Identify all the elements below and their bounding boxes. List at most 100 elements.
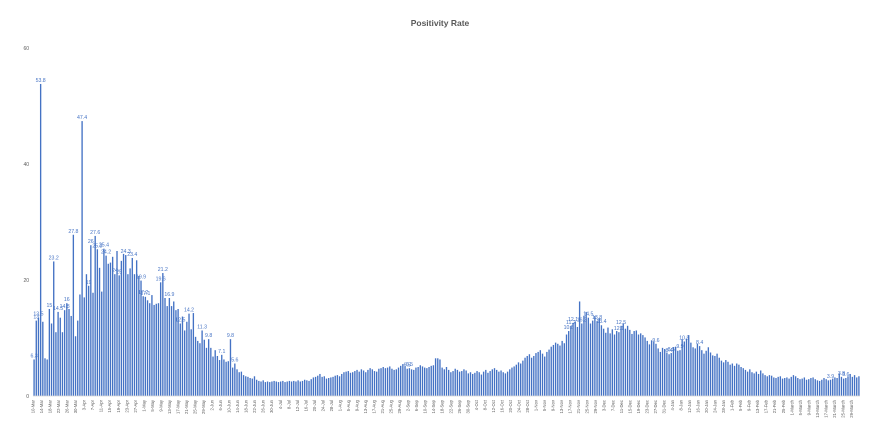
bar	[183, 330, 186, 396]
bar	[170, 306, 173, 396]
x-tick-label: 23-Dec	[644, 400, 649, 414]
bar	[358, 371, 360, 396]
bar	[581, 323, 583, 396]
bar	[155, 303, 157, 396]
bar	[116, 251, 118, 396]
x-tick-label: 22-Sep	[448, 399, 453, 413]
x-tick-label: 12-Oct	[491, 399, 496, 412]
bar	[46, 359, 48, 396]
data-label: 16.3	[577, 318, 587, 324]
bar	[421, 366, 424, 396]
y-tick-label: 40	[23, 162, 29, 168]
bar	[151, 295, 153, 396]
data-label: 16.9	[164, 292, 174, 298]
bar	[620, 325, 622, 396]
bar	[269, 382, 271, 396]
bar	[373, 371, 376, 396]
bar	[746, 371, 749, 396]
bar	[327, 378, 330, 396]
bar	[308, 380, 310, 396]
data-label: 9.9	[676, 344, 683, 350]
bar	[371, 369, 373, 396]
data-label: 8.4	[696, 340, 703, 346]
x-tick-label: 29-March	[849, 399, 854, 417]
x-tick-label: 13-Aug	[363, 399, 368, 413]
bar	[712, 355, 714, 396]
bar	[646, 340, 648, 396]
bar	[369, 368, 371, 396]
x-tick-label: 21-Nov	[576, 399, 581, 413]
x-tick-label: 26-Sep	[457, 399, 462, 413]
bar	[692, 347, 694, 396]
bar	[83, 297, 85, 396]
x-tick-label: 17-Feb	[764, 399, 769, 413]
bar	[360, 369, 363, 396]
bar	[679, 350, 681, 396]
bar	[118, 275, 120, 396]
bar	[794, 376, 797, 396]
x-tick-label: 14-Mar	[39, 399, 44, 413]
bar	[537, 351, 539, 396]
bar	[323, 376, 325, 396]
x-tick-label: 1-March	[789, 399, 794, 415]
bar	[631, 333, 633, 396]
x-tick-label: 3-Apr	[82, 399, 87, 410]
x-tick-label: 18-Jun	[244, 399, 249, 412]
bar	[127, 274, 129, 396]
bar	[138, 275, 140, 396]
bar	[600, 325, 603, 396]
bar	[111, 256, 114, 396]
bar	[186, 321, 188, 396]
bar	[821, 379, 823, 396]
bar	[321, 376, 323, 396]
bar	[760, 370, 762, 396]
x-tick-label: 18-Sep	[440, 399, 445, 413]
x-tick-label: 20-Jul	[312, 400, 317, 411]
data-label: 6.3	[30, 353, 37, 359]
data-label: 9.8	[227, 333, 234, 339]
bar	[509, 369, 511, 396]
bar	[53, 261, 55, 396]
bar	[96, 249, 99, 396]
bar	[469, 372, 472, 396]
bar	[738, 364, 740, 396]
bar	[834, 377, 836, 396]
bar	[203, 339, 205, 396]
bar	[677, 350, 679, 396]
x-tick-label: 6-Jun	[218, 399, 223, 410]
bar	[450, 372, 452, 396]
x-tick-label: 12-Jul	[295, 400, 300, 411]
bar	[618, 332, 620, 396]
bar	[332, 376, 334, 396]
x-tick-label: 25-Aug	[389, 399, 394, 413]
bar	[179, 323, 181, 396]
x-tick-label: 18-Mar	[48, 399, 53, 413]
x-tick-label: 9-Feb	[747, 399, 752, 411]
bar	[114, 274, 116, 396]
x-tick-label: 28-Oct	[525, 399, 530, 412]
bar	[701, 350, 703, 396]
x-tick-label: 17-March	[823, 399, 828, 417]
bar	[55, 332, 57, 396]
bar	[751, 372, 753, 396]
bar	[194, 336, 197, 396]
bar	[66, 303, 68, 396]
x-tick-label: 24-Jul	[320, 400, 325, 411]
x-tick-label: 21-Aug	[380, 399, 385, 413]
bar	[461, 371, 463, 396]
bar	[681, 339, 683, 396]
bar	[131, 257, 133, 396]
bar	[635, 330, 638, 396]
bar	[725, 360, 727, 396]
bar	[273, 380, 275, 396]
bar	[35, 320, 37, 396]
bar	[779, 376, 782, 396]
bar	[129, 268, 131, 396]
data-label: 23.2	[49, 255, 59, 261]
bar	[458, 371, 461, 396]
bar	[500, 370, 502, 396]
bar	[437, 358, 439, 396]
bar	[312, 377, 315, 396]
data-label: 24.3	[121, 249, 131, 255]
